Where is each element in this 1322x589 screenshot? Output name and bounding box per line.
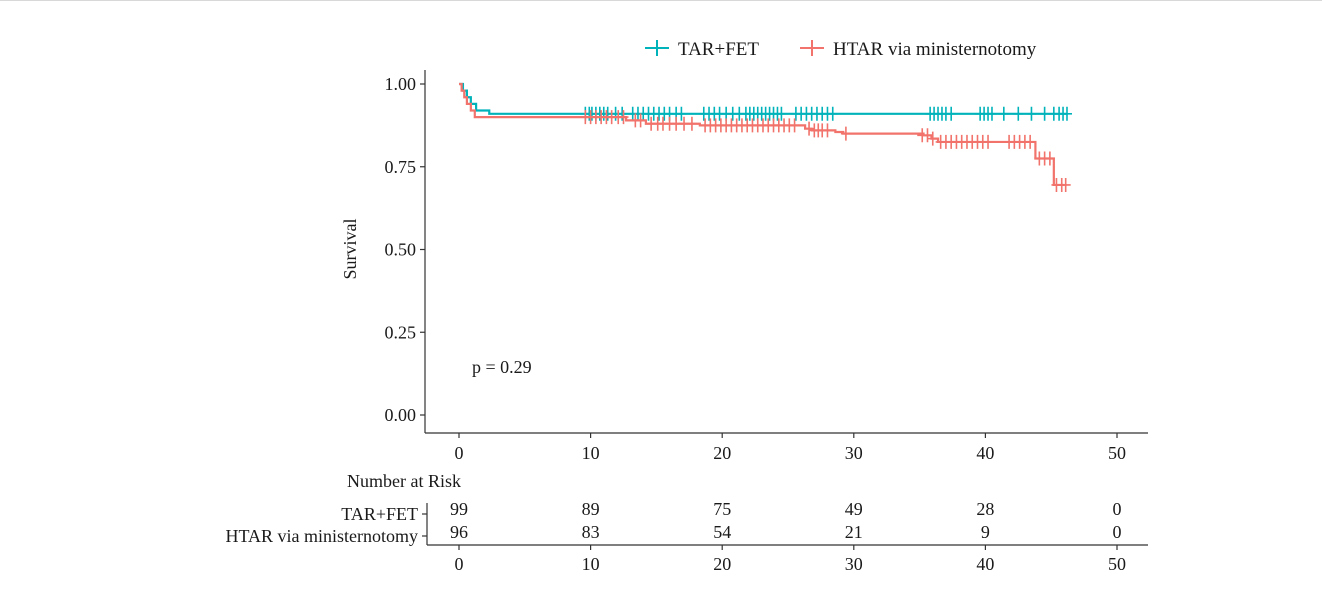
risk-x-tick-label: 0: [455, 554, 464, 574]
censor-mark: [635, 113, 646, 128]
survival-curve-tar-fet: [459, 82, 1067, 115]
censor-mark: [676, 106, 687, 121]
risk-count: 49: [845, 499, 863, 519]
censor-mark: [1044, 151, 1055, 166]
censor-mark: [789, 118, 800, 133]
risk-table-title: Number at Risk: [347, 471, 461, 491]
censor-mark: [922, 128, 933, 143]
censor-mark: [686, 116, 697, 131]
x-tick-label: 30: [845, 443, 863, 463]
censor-mark: [998, 106, 1009, 121]
y-tick-label: 0.25: [385, 322, 417, 342]
censor-mark: [1013, 106, 1024, 121]
censor-mark: [983, 134, 994, 149]
x-tick-label: 40: [976, 443, 994, 463]
censor-mark: [618, 110, 629, 125]
risk-count: 89: [582, 499, 600, 519]
risk-count: 83: [582, 522, 600, 542]
risk-count: 96: [450, 522, 468, 542]
censor-mark: [1026, 106, 1037, 121]
risk-count: 28: [976, 499, 994, 519]
censor-mark: [822, 123, 833, 138]
risk-count: 0: [1113, 499, 1122, 519]
y-tick-label: 1.00: [385, 74, 417, 94]
risk-count: 9: [981, 522, 990, 542]
y-tick-label: 0.00: [385, 405, 417, 425]
x-tick-label: 50: [1108, 443, 1126, 463]
risk-count: 99: [450, 499, 468, 519]
y-axis-label: Survival: [340, 219, 360, 280]
censor-mark: [804, 121, 815, 136]
risk-row-label: HTAR via ministernotomy: [225, 526, 418, 546]
censor-mark: [946, 106, 957, 121]
risk-x-tick-label: 30: [845, 554, 863, 574]
y-tick-label: 0.75: [385, 157, 417, 177]
censor-mark: [776, 106, 787, 121]
risk-count: 0: [1113, 522, 1122, 542]
x-tick-label: 0: [455, 443, 464, 463]
risk-x-tick-label: 40: [976, 554, 994, 574]
censor-mark: [827, 106, 838, 121]
censor-mark: [1060, 177, 1071, 192]
risk-count: 54: [713, 522, 731, 542]
y-tick-label: 0.50: [385, 240, 417, 260]
risk-count: 21: [845, 522, 863, 542]
risk-count: 75: [713, 499, 731, 519]
legend-label: HTAR via ministernotomy: [833, 39, 1037, 60]
censor-mark: [840, 126, 851, 141]
survival-curve-htar: [459, 82, 1065, 187]
risk-row-label: TAR+FET: [341, 504, 418, 524]
censor-mark: [1039, 106, 1050, 121]
risk-x-tick-label: 50: [1108, 554, 1126, 574]
censor-mark: [1025, 134, 1036, 149]
x-tick-label: 10: [582, 443, 600, 463]
x-tick-label: 20: [713, 443, 731, 463]
risk-x-tick-label: 20: [713, 554, 731, 574]
censor-mark: [1061, 106, 1072, 121]
legend-label: TAR+FET: [678, 39, 759, 60]
risk-x-tick-label: 10: [582, 554, 600, 574]
censor-mark: [927, 131, 938, 146]
p-value-annotation: p = 0.29: [472, 357, 532, 377]
censor-mark: [986, 106, 997, 121]
